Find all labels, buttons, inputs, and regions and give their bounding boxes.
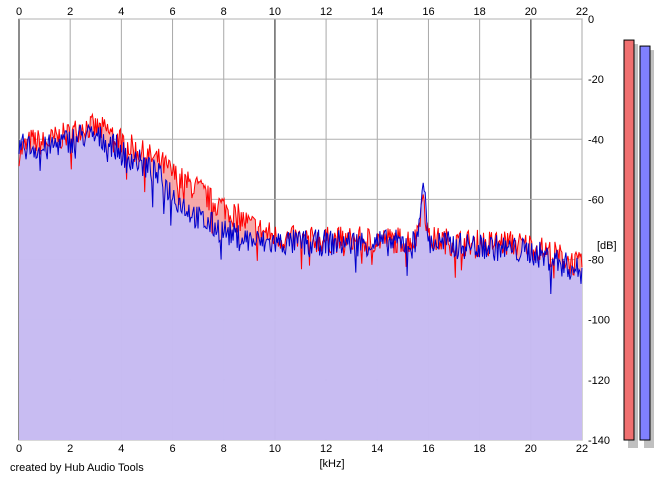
y-tick: -20 [588,74,604,86]
x-tick-top: 6 [169,6,175,18]
y-tick: 0 [588,14,594,26]
x-tick-top: 4 [118,6,124,18]
x-tick-bottom: 12 [320,443,332,455]
y-tick: -120 [588,375,610,387]
x-tick-bottom: 14 [371,443,383,455]
x-tick-bottom: 22 [576,443,588,455]
level-meters [623,39,654,449]
x-tick-bottom: 8 [221,443,227,455]
x-tick-bottom: 10 [269,443,281,455]
x-tick-top: 20 [525,6,537,18]
y-tick: -100 [588,315,610,327]
x-tick-top: 22 [576,6,588,18]
y-axis-label: [dB] [597,240,617,252]
x-tick-bottom: 6 [169,443,175,455]
spectrum-line-right [18,123,583,295]
x-tick-bottom: 16 [422,443,434,455]
y-tick: -140 [588,435,610,447]
y-tick: -80 [588,255,604,267]
spectrum-fill-right [19,124,582,441]
x-tick-bottom: 2 [67,443,73,455]
x-tick-top: 2 [67,6,73,18]
spectrum-lines [18,112,583,295]
y-tick: -40 [588,134,604,146]
credit-text: created by Hub Audio Tools [10,462,144,474]
x-tick-top: 18 [474,6,486,18]
x-tick-bottom: 0 [16,443,22,455]
level-meter-right [639,45,651,441]
x-tick-top: 14 [371,6,383,18]
axis-ticks: 002244668810101212141416161818202022220-… [16,6,610,455]
x-axis-label: [kHz] [319,458,344,470]
spectrum-fills [19,114,582,441]
x-tick-bottom: 4 [118,443,124,455]
x-tick-top: 16 [422,6,434,18]
y-tick: -60 [588,194,604,206]
x-tick-top: 8 [221,6,227,18]
x-tick-top: 10 [269,6,281,18]
level-meter-left [623,39,635,441]
x-tick-top: 12 [320,6,332,18]
x-tick-top: 0 [16,6,22,18]
x-tick-bottom: 18 [474,443,486,455]
x-tick-bottom: 20 [525,443,537,455]
